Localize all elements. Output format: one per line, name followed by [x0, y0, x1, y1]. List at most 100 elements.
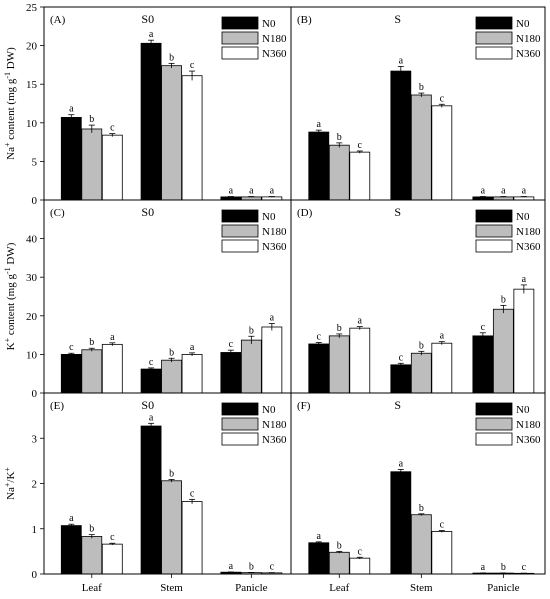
legend-swatch-n360	[475, 46, 513, 60]
significance-letter: a	[481, 186, 486, 197]
legend-swatch-n0	[475, 16, 513, 30]
significance-letter: c	[270, 562, 275, 573]
bar-n0-stem	[390, 70, 412, 201]
significance-letter: b	[249, 561, 254, 572]
significance-letter: a	[522, 274, 527, 285]
panel-d: c b a c b a c b a (D) S N0 N180 N360	[297, 205, 541, 394]
x-category-label-leaf: Leaf	[329, 582, 349, 594]
significance-letter: a	[229, 186, 234, 197]
legend-swatch-n360	[475, 432, 513, 446]
legend-label-n0: N0	[516, 211, 530, 223]
bar-n0-stem	[390, 471, 412, 575]
legend-label-n360: N360	[516, 48, 541, 60]
significance-letter: b	[337, 323, 342, 334]
significance-letter: a	[522, 186, 527, 197]
significance-letter: c	[358, 140, 363, 151]
bar-n0-panicle	[220, 352, 242, 394]
bar-n360-leaf	[349, 557, 371, 575]
significance-letter: a	[440, 331, 445, 342]
legend-swatch-n180	[221, 417, 259, 431]
bar-n360-stem	[181, 75, 203, 201]
bar-n180-stem	[161, 480, 182, 575]
panel-title: S0	[141, 12, 154, 26]
legend-label-n0: N0	[516, 18, 530, 30]
bar-n360-stem	[181, 353, 203, 394]
y-tick-label: 5	[32, 156, 38, 168]
significance-letter: c	[190, 488, 195, 499]
panel-title: S	[394, 12, 401, 26]
x-category-label-panicle: Panicle	[235, 582, 267, 594]
significance-letter: a	[190, 342, 195, 353]
panel-label: (D)	[297, 207, 313, 219]
y-tick-label: 20	[26, 41, 38, 53]
bar-n180-leaf	[328, 335, 350, 394]
significance-letter: c	[358, 546, 363, 557]
bar-n360-leaf	[101, 343, 123, 394]
legend-swatch-n180	[221, 31, 259, 45]
bar-n0-leaf	[60, 525, 82, 575]
bar-n0-stem	[140, 368, 162, 394]
legend-swatch-n0	[221, 16, 259, 30]
legend-swatch-n180	[475, 31, 513, 45]
bar-n0-stem	[390, 364, 412, 394]
legend-label-n360: N360	[262, 434, 287, 446]
bar-n180-stem	[410, 352, 432, 394]
panel-label: (E)	[50, 400, 64, 412]
bar-n180-leaf	[328, 551, 350, 575]
panel-title: S	[394, 205, 401, 219]
significance-letter: b	[501, 294, 506, 305]
bar-n180-stem	[161, 359, 182, 394]
legend-swatch-n0	[221, 209, 259, 223]
legend-swatch-n180	[475, 224, 513, 238]
significance-letter: b	[89, 114, 94, 125]
significance-letter: a	[249, 186, 254, 197]
significance-letter: b	[249, 325, 254, 336]
legend-label-n180: N180	[516, 226, 541, 238]
y-tick-label: 10	[26, 118, 38, 130]
significance-letter: b	[89, 524, 94, 535]
legend-swatch-n0	[221, 402, 259, 416]
significance-letter: a	[229, 561, 234, 572]
panel-title: S0	[141, 398, 154, 412]
significance-letter: b	[419, 340, 424, 351]
legend-swatch-n360	[221, 432, 259, 446]
legend-label-n0: N0	[262, 211, 276, 223]
y-tick-label: 1	[32, 524, 38, 536]
x-category-label-stem: Stem	[410, 582, 433, 594]
bar-n180-leaf	[81, 536, 103, 575]
legend-label-n180: N180	[516, 419, 541, 431]
bar-n360-stem	[181, 501, 203, 575]
significance-letter: a	[69, 513, 74, 524]
significance-letter: b	[169, 468, 174, 479]
bar-n360-stem	[431, 105, 453, 201]
panel-label: (A)	[50, 14, 66, 26]
bar-n360-stem	[431, 342, 453, 394]
significance-letter: a	[358, 316, 363, 327]
bar-n180-stem	[410, 514, 432, 575]
y-tick-label: 0	[32, 195, 38, 207]
bar-n360-leaf	[101, 543, 123, 575]
legend-label-n180: N180	[262, 419, 287, 431]
y-tick-label: 3	[32, 433, 38, 445]
bar-n0-panicle	[472, 335, 494, 394]
significance-letter: c	[440, 93, 445, 104]
significance-letter: a	[270, 313, 275, 324]
bar-n180-stem	[161, 65, 182, 201]
legend-label-n360: N360	[516, 434, 541, 446]
y-tick-label: 10	[26, 349, 38, 361]
legend-label-n0: N0	[516, 404, 530, 416]
bar-n0-stem	[140, 42, 162, 201]
bar-n180-stem	[410, 94, 432, 201]
legend-label-n180: N180	[516, 33, 541, 45]
legend-label-n360: N360	[516, 241, 541, 253]
y-tick-label: 20	[26, 311, 38, 323]
y-tick-label: 2	[32, 479, 38, 491]
y-tick-label: 15	[26, 79, 38, 91]
bar-n0-leaf	[308, 131, 330, 201]
bar-n360-leaf	[349, 327, 371, 394]
panel-label: (B)	[297, 14, 312, 26]
y-tick-label: 40	[26, 234, 38, 246]
significance-letter: b	[169, 52, 174, 63]
significance-letter: c	[69, 342, 74, 353]
